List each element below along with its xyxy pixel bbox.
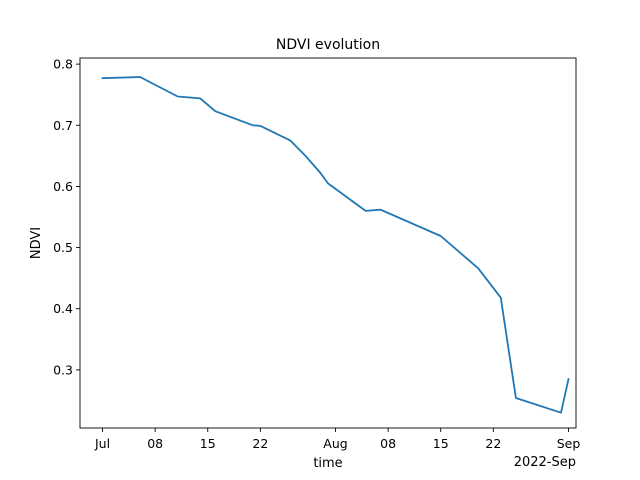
ndvi-series-line [101,76,570,414]
x-tick-label: Jul [94,436,110,451]
y-tick-label: 0.7 [53,118,73,133]
y-axis-label: NDVI [29,227,44,259]
plot-frame [79,57,577,429]
y-tick-label: 0.5 [53,240,73,255]
x-axis-ticks: Jul 08 15 22 Aug 08 15 22 Sep [94,428,580,451]
y-tick-label: 0.4 [53,301,73,316]
x-tick-label: Sep [557,436,581,451]
x-tick-label: 22 [485,436,501,451]
x-tick-label: 22 [252,436,268,451]
x-tick-label: Aug [323,436,347,451]
chart-title: NDVI evolution [276,37,380,53]
y-tick-label: 0.3 [53,362,73,377]
y-tick-label: 0.8 [53,57,73,72]
x-axis-offset-label: 2022-Sep [514,455,576,470]
x-tick-label: 15 [433,436,449,451]
y-tick-label: 0.6 [53,179,73,194]
x-tick-label: 08 [380,436,396,451]
y-axis-ticks: 0.3 0.4 0.5 0.6 0.7 0.8 [53,57,80,377]
x-axis-label: time [313,456,342,471]
x-tick-label: 15 [200,436,216,451]
x-tick-label: 08 [147,436,163,451]
